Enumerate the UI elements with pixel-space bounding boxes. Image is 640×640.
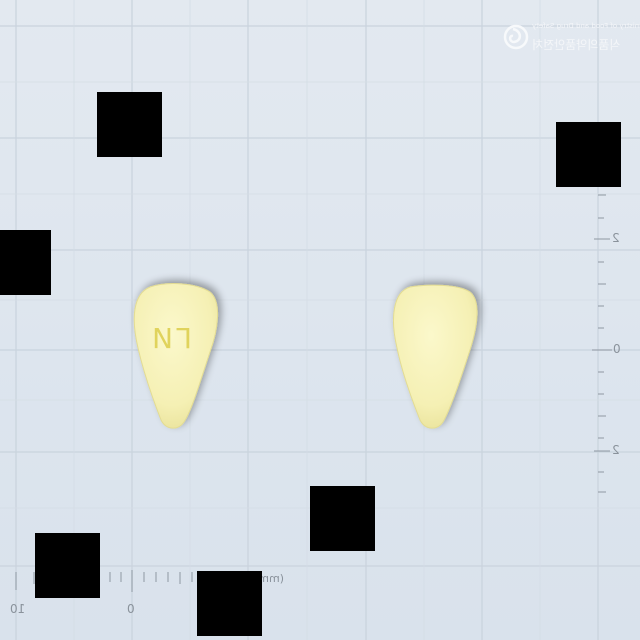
redaction-box: [35, 533, 100, 598]
horizontal-ruler: [15, 570, 193, 592]
watermark-line1: Ministry of Food and Drug Safety: [532, 22, 640, 30]
vertical-ruler: [592, 194, 612, 493]
tablet-imprint: ГИ: [150, 322, 193, 355]
redaction-box: [0, 230, 51, 295]
mfds-swirl-logo-icon: [503, 24, 529, 50]
redaction-box: [556, 122, 621, 187]
tablet-back: [392, 284, 478, 429]
redaction-box: [197, 571, 262, 636]
tablet-front: [133, 283, 219, 429]
ruler-label-bottom: 2: [612, 443, 620, 457]
ruler-label-zero: 0: [613, 342, 621, 356]
redaction-box: [97, 92, 162, 157]
ruler-label-ten: 10: [10, 602, 26, 616]
redaction-box: [310, 486, 375, 551]
ruler-label-origin: 0: [127, 602, 135, 616]
ruler-label-top: 2: [612, 231, 620, 245]
watermark-line2: 식품의약품안전처: [532, 38, 621, 52]
